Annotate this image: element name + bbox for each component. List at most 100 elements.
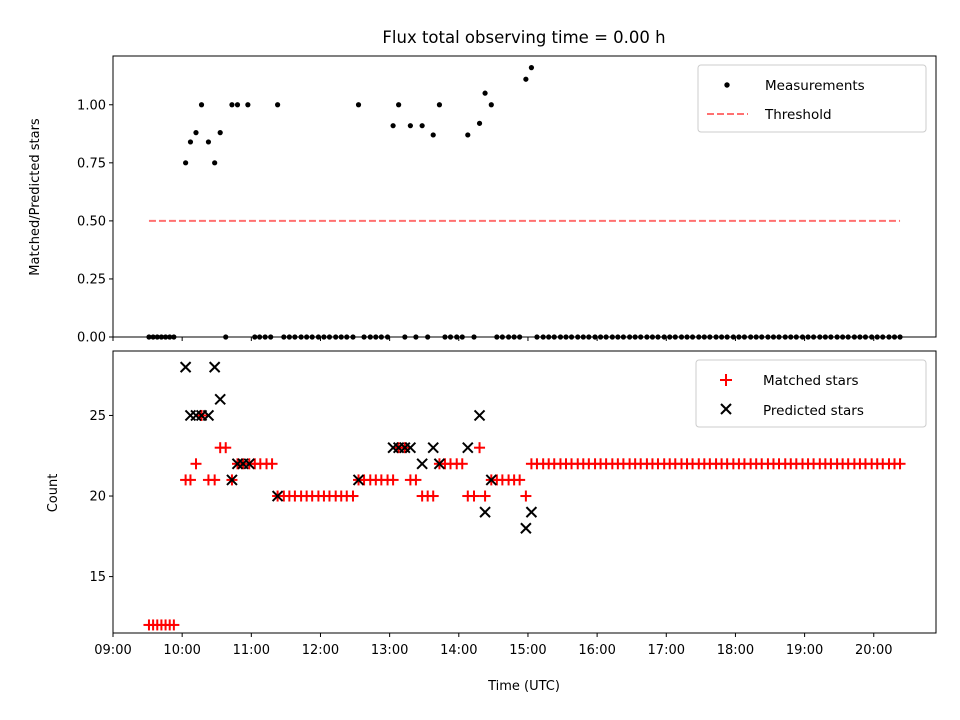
predicted-star-point [479, 506, 491, 518]
top-y-tick-label: 0.75 [77, 156, 106, 171]
measurement-point [234, 102, 241, 108]
bottom-y-ticks: 15 20 25 [89, 409, 113, 585]
matched-star-point [479, 490, 491, 502]
matched-star-point [209, 474, 221, 486]
x-tick-label: 20:00 [855, 643, 892, 658]
legend-predicted-marker [720, 403, 732, 415]
matched-star-point [520, 490, 532, 502]
matched-star-point [456, 458, 468, 470]
measurement-point [390, 123, 396, 129]
predicted-star-point [404, 441, 417, 454]
measurement-point [476, 120, 483, 126]
measurement-point [198, 102, 205, 108]
predicted-star-point [243, 458, 255, 470]
matched-star-point [184, 474, 196, 486]
bottom-legend-frame [695, 359, 927, 428]
bottom-panel: 15 20 25 09:00 10:00 11:00 12:00 13:00 14:00 15:… [46, 350, 937, 694]
x-tick-label: 10:00 [163, 643, 200, 658]
bottom-y-tick-label: 25 [89, 409, 106, 424]
x-tick-label: 19:00 [786, 643, 823, 658]
predicted-star-point [214, 393, 226, 406]
measurement-point [430, 132, 436, 138]
matched-star-point [190, 458, 202, 470]
bottom-legend: Matched stars Predicted stars [695, 359, 927, 428]
measurement-point [488, 102, 494, 108]
top-x-ticks [112, 337, 875, 341]
matched-star-point [266, 458, 278, 470]
top-panel: 0.00 0.25 0.50 0.75 1.00 Matched/Predicted s… [28, 55, 937, 346]
measurement-point [436, 102, 443, 108]
matched-star-point [168, 619, 180, 631]
measurement-point [212, 160, 218, 166]
measurement-point [407, 123, 413, 129]
matched-star-point [468, 490, 480, 502]
matched-star-point [410, 474, 422, 486]
x-tick-label: 17:00 [648, 643, 685, 658]
x-tick-label: 13:00 [371, 643, 408, 658]
legend-measurements-label: Measurements [765, 78, 865, 94]
x-tick-label: 11:00 [233, 643, 270, 658]
bottom-y-tick-label: 20 [89, 490, 106, 505]
measurement-point [187, 139, 194, 145]
matched-star-point [894, 458, 906, 470]
legend-matched-label: Matched stars [763, 373, 859, 389]
matched-star-point [220, 442, 232, 454]
predicted-star-point [271, 490, 284, 502]
predicted-star-point [416, 458, 428, 470]
predicted-star-point [184, 409, 197, 422]
bottom-y-tick-label: 15 [89, 570, 106, 585]
x-tick-label: 12:00 [302, 643, 339, 658]
x-axis-label: Time (UTC) [487, 679, 560, 694]
bottom-x-ticks: 09:00 10:00 11:00 12:00 13:00 14:00 15:00 16:00… [94, 633, 892, 658]
predicted-star-point [433, 458, 446, 470]
measurement-point [205, 139, 212, 145]
matched-star-point [474, 442, 486, 454]
chart-title: Flux total observing time = 0.00 h [382, 28, 665, 47]
top-y-tick-label: 0.25 [77, 272, 106, 287]
predicted-star-point [179, 361, 192, 373]
top-y-axis-label: Matched/Predicted stars [28, 118, 43, 276]
matched-star-point [514, 474, 526, 486]
measurement-point [528, 65, 535, 71]
top-y-tick-label: 0.00 [77, 331, 106, 346]
predicted-star-point [525, 506, 538, 518]
measurement-point [355, 102, 362, 108]
measurement-point [245, 102, 251, 108]
top-y-ticks: 0.00 0.25 0.50 0.75 1.00 [77, 98, 113, 346]
x-tick-label: 14:00 [440, 643, 477, 658]
measurement-point [217, 130, 223, 136]
predicted-star-point [226, 474, 238, 486]
measurement-point [396, 102, 402, 108]
predicted-star-point [485, 474, 498, 486]
predicted-star-point [473, 409, 486, 422]
top-legend-frame [697, 64, 927, 133]
predicted-star-point [208, 361, 221, 373]
legend-measurements-marker [724, 82, 730, 88]
bottom-series-layer [143, 361, 906, 631]
matched-star-point [427, 490, 439, 502]
x-tick-label: 15:00 [509, 643, 546, 658]
measurement-point [465, 132, 471, 138]
x-tick-label: 18:00 [717, 643, 754, 658]
predicted-star-point [520, 522, 532, 534]
measurement-point [193, 130, 199, 136]
top-axes-frame [112, 55, 937, 338]
legend-threshold-label: Threshold [764, 107, 832, 123]
measurement-point [482, 90, 488, 96]
predicted-star-point [202, 409, 215, 422]
top-y-tick-label: 1.00 [77, 98, 106, 113]
legend-predicted-label: Predicted stars [763, 403, 864, 419]
bottom-axes-frame [112, 350, 937, 634]
measurement-point [275, 102, 281, 108]
x-tick-label: 16:00 [578, 643, 615, 658]
top-legend: Measurements Threshold [697, 64, 927, 133]
legend-matched-marker [720, 374, 732, 386]
top-y-tick-label: 0.50 [77, 214, 106, 229]
matched-star-point [387, 474, 399, 486]
predicted-star-point [427, 441, 439, 454]
measurement-point [229, 102, 235, 108]
matched-star-point [347, 490, 359, 502]
predicted-star-point [462, 441, 474, 454]
measurement-point [523, 76, 529, 82]
